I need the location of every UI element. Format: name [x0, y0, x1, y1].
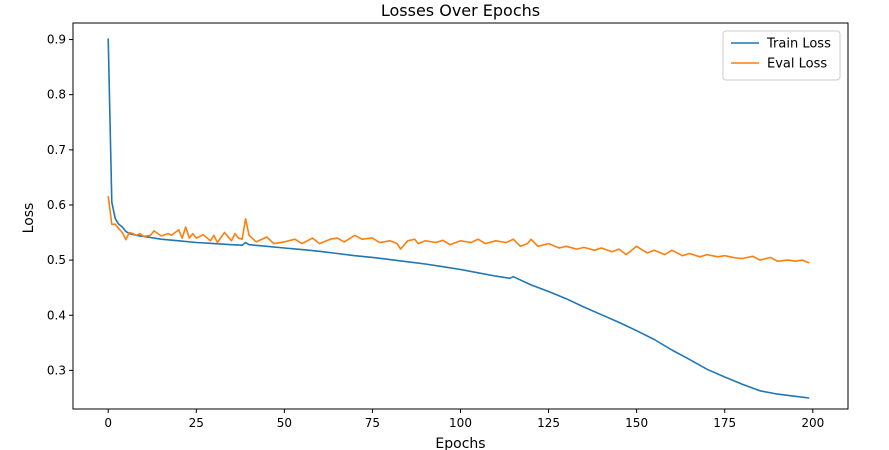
x-tick-label: 150	[625, 416, 648, 430]
x-tick-label: 125	[537, 416, 560, 430]
series-line-eval-loss	[107, 195, 810, 264]
y-tick-label: 0.3	[47, 363, 66, 377]
x-tick-label: 200	[801, 416, 824, 430]
x-tick-label: 50	[277, 416, 292, 430]
x-axis-label: Epochs	[435, 436, 485, 450]
legend-label: Eval Loss	[767, 57, 827, 72]
x-tick-label: 25	[189, 416, 204, 430]
legend: Train Loss Eval Loss	[722, 30, 841, 81]
x-tick-label: 75	[365, 416, 380, 430]
y-tick-label: 0.9	[47, 33, 66, 47]
y-tick-label: 0.6	[47, 198, 66, 212]
y-tick-label: 0.5	[47, 253, 66, 267]
x-tick-label: 100	[449, 416, 472, 430]
x-tick-label: 175	[713, 416, 736, 430]
legend-label: Train Loss	[766, 37, 831, 52]
y-tick-label: 0.4	[47, 308, 66, 322]
axis-ticks: 0 25 50 75 100 125 150 175 200 0.3 0.4 0.5 0.6 0.7 0.8…	[47, 33, 824, 430]
chart-title: Losses Over Epochs	[381, 1, 540, 20]
x-tick-label: 0	[104, 416, 112, 430]
y-tick-label: 0.7	[47, 143, 66, 157]
y-axis-label: Loss	[21, 203, 37, 234]
plot-area	[107, 38, 810, 399]
y-tick-label: 0.8	[47, 88, 66, 102]
